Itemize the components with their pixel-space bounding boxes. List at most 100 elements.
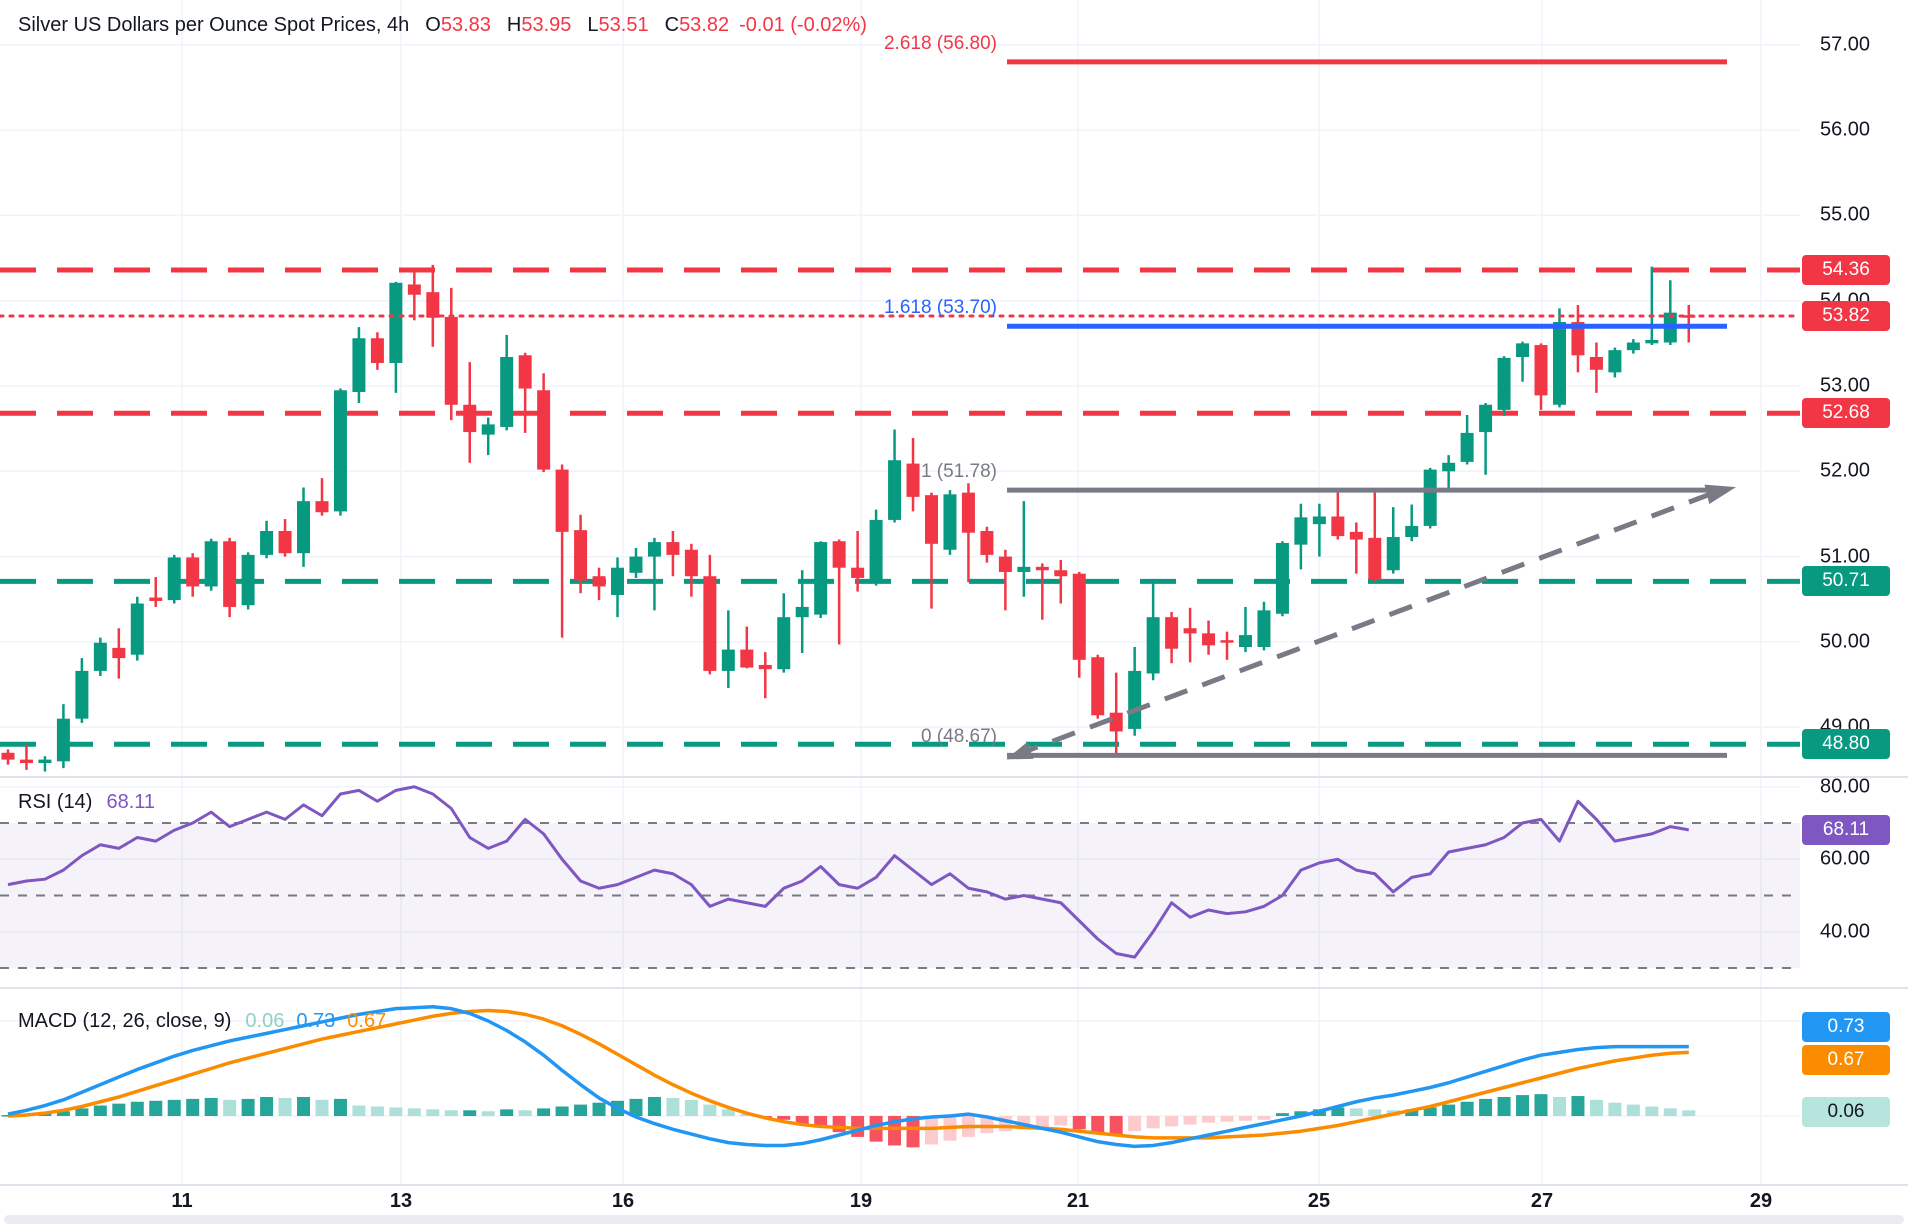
candle-body — [1054, 570, 1068, 577]
trend-dashed-line — [1014, 491, 1713, 758]
candle-body — [611, 567, 625, 595]
macd-histogram-bar — [1479, 1098, 1493, 1116]
macd-histogram-bar — [1294, 1111, 1308, 1116]
candle-body — [1220, 640, 1234, 643]
macd-histogram-bar — [1663, 1108, 1677, 1116]
candle-body — [1552, 322, 1566, 405]
candle-body — [629, 556, 643, 573]
macd-histogram-bar — [1423, 1107, 1437, 1116]
macd-histogram-bar — [1238, 1116, 1252, 1121]
macd-histogram-bar — [1275, 1113, 1289, 1116]
macd-histogram-bar — [1091, 1116, 1105, 1134]
candle-body — [112, 647, 126, 659]
macd-histogram-bar — [241, 1098, 255, 1116]
candle-body — [925, 495, 938, 544]
candle-body — [426, 292, 440, 318]
candle-body — [1017, 566, 1031, 572]
candle-body — [832, 541, 846, 568]
macd-histogram-bar — [1497, 1097, 1511, 1116]
trend-arrow-head — [1006, 741, 1034, 760]
macd-histogram-bar — [684, 1099, 698, 1116]
macd-histogram-bar — [370, 1106, 384, 1116]
macd-histogram-bar — [1645, 1106, 1659, 1116]
candle-body — [1331, 516, 1345, 537]
macd-histogram-bar — [1608, 1102, 1622, 1116]
candle-body — [1386, 536, 1400, 571]
candle-body — [888, 460, 902, 520]
macd-histogram-bar — [1035, 1116, 1049, 1128]
candle-body — [481, 424, 495, 435]
macd-histogram-bar — [186, 1098, 200, 1116]
candle-body — [38, 759, 52, 764]
macd-histogram-bar — [1589, 1099, 1603, 1116]
macd-histogram-bar — [814, 1116, 828, 1128]
macd-histogram-bar — [1626, 1104, 1640, 1116]
price-scale[interactable] — [1800, 0, 1908, 1185]
candle-body — [943, 494, 957, 550]
macd-histogram-bar — [260, 1097, 274, 1116]
macd-histogram-bar — [1257, 1116, 1271, 1120]
candle-body — [1257, 610, 1271, 648]
macd-histogram-bar — [555, 1106, 569, 1116]
candle-body — [19, 759, 33, 764]
macd-histogram-bar — [75, 1108, 89, 1116]
candle-body — [1202, 633, 1216, 646]
time-scale[interactable] — [0, 1185, 1908, 1226]
candle-body — [537, 390, 551, 470]
macd-histogram-bar — [1349, 1108, 1363, 1116]
candle-body — [297, 501, 311, 554]
macd-histogram-bar — [703, 1104, 717, 1116]
macd-histogram-bar — [1516, 1095, 1530, 1116]
candle-body — [684, 549, 698, 577]
macd-line — [7, 1005, 1689, 1149]
candle-body — [1146, 617, 1160, 674]
candle-body — [777, 617, 791, 670]
candle-body — [961, 492, 975, 533]
rsi-line — [7, 785, 1690, 959]
candle-body — [278, 531, 292, 554]
candle-body — [1128, 670, 1142, 729]
candle-body — [1, 752, 15, 760]
candle-body — [1238, 635, 1252, 648]
macd-histogram-bar — [537, 1108, 551, 1116]
candle-body — [814, 542, 828, 615]
candle-body — [740, 649, 754, 668]
macd-histogram-bar — [832, 1116, 846, 1133]
macd-histogram-bar — [167, 1099, 181, 1116]
macd-histogram-bar — [574, 1104, 588, 1116]
macd-histogram-bar — [906, 1116, 920, 1148]
macd-histogram-bar — [1571, 1096, 1585, 1116]
candle-body — [1312, 516, 1326, 525]
candle-body — [1571, 322, 1585, 356]
candle-body — [592, 576, 606, 587]
candle-body — [56, 718, 70, 762]
candle-body — [795, 606, 809, 618]
candle-body — [241, 554, 255, 606]
candle-body — [1608, 350, 1622, 373]
candle-body — [1109, 712, 1123, 732]
candle-body — [1275, 542, 1289, 614]
macd-histogram-bar — [112, 1103, 126, 1116]
macd-histogram-bar — [223, 1099, 237, 1116]
candle-body — [980, 531, 994, 555]
macd-histogram-bar — [777, 1116, 791, 1120]
candle-body — [1497, 357, 1511, 410]
candle-body — [204, 541, 218, 587]
macd-histogram-bar — [315, 1099, 329, 1116]
candle-body — [1091, 657, 1105, 716]
candle-body — [574, 530, 588, 581]
macd-histogram-bar — [333, 1098, 347, 1116]
macd-histogram-bar — [1460, 1101, 1474, 1116]
macd-histogram-bar — [389, 1107, 403, 1116]
macd-histogram-bar — [130, 1101, 144, 1116]
macd-histogram-bar — [93, 1105, 107, 1116]
horizontal-scrollbar — [4, 1215, 1904, 1224]
macd-histogram-bar — [352, 1105, 366, 1116]
candle-body — [1072, 573, 1086, 660]
candle-body — [93, 642, 107, 671]
candle-body — [851, 567, 865, 578]
macd-histogram-bar — [980, 1116, 994, 1134]
macd-histogram-bar — [204, 1097, 218, 1116]
